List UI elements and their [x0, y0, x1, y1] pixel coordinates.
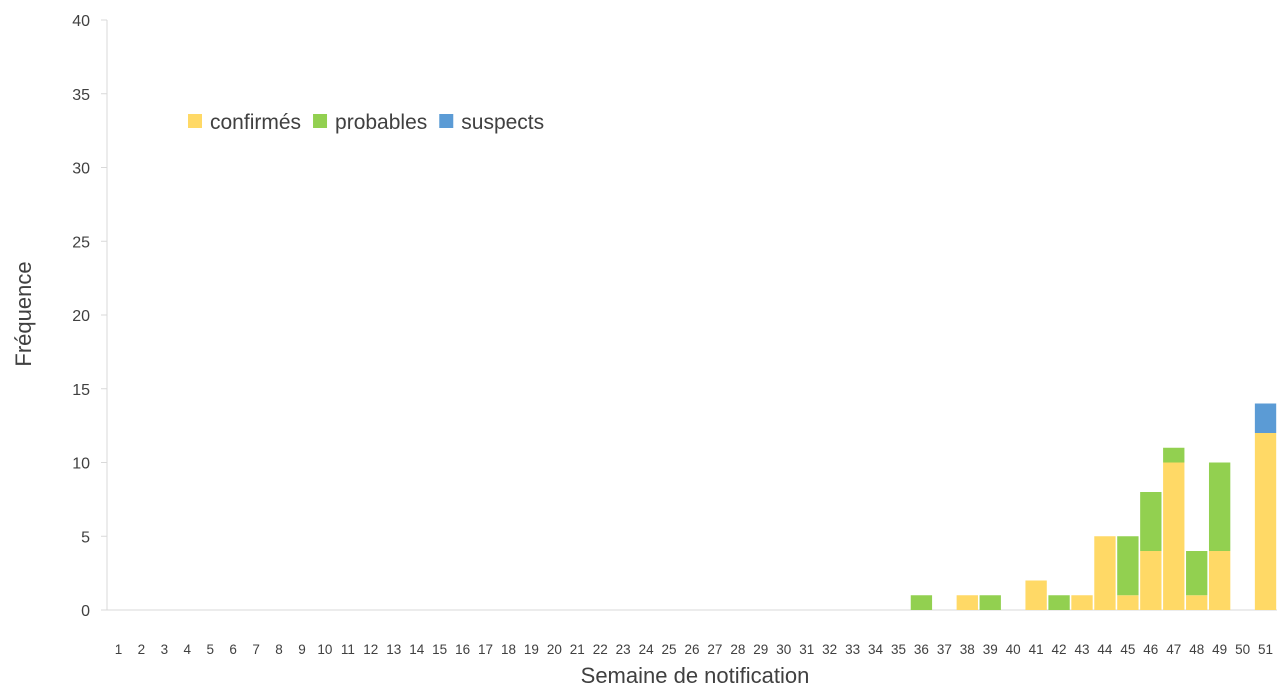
x-tick-label: 33	[845, 642, 860, 657]
x-tick-label: 15	[432, 642, 447, 657]
legend-label: confirmés	[210, 111, 301, 134]
x-tick-label: 25	[662, 642, 677, 657]
x-tick-label: 20	[547, 642, 562, 657]
x-tick-label: 2	[138, 642, 146, 657]
x-tick-label: 7	[252, 642, 260, 657]
x-tick-label: 44	[1097, 642, 1113, 657]
x-tick-label: 27	[707, 642, 722, 657]
y-tick-label: 40	[72, 13, 90, 30]
x-tick-label: 42	[1052, 642, 1067, 657]
bar-suspects-week-51	[1254, 403, 1277, 433]
x-tick-label: 4	[184, 642, 192, 657]
y-tick-label: 15	[72, 382, 90, 399]
x-tick-label: 10	[317, 642, 332, 657]
bar-probables-week-42	[1048, 595, 1070, 610]
x-tick-label: 41	[1029, 642, 1044, 657]
x-tick-label: 26	[684, 642, 699, 657]
x-tick-label: 17	[478, 642, 493, 657]
legend-swatch	[313, 114, 328, 128]
x-tick-label: 31	[799, 642, 814, 657]
bar-probables-week-39	[979, 595, 1001, 610]
x-tick-label: 11	[341, 642, 355, 657]
x-tick-label: 40	[1006, 642, 1021, 657]
x-tick-label: 32	[822, 642, 837, 657]
x-axis-title: Semaine de notification	[581, 663, 810, 688]
x-tick-label: 48	[1189, 642, 1204, 657]
bar-confirms-week-44	[1094, 536, 1116, 610]
x-tick-label: 28	[730, 642, 745, 657]
bar-confirms-week-51	[1254, 433, 1277, 610]
legend-swatch	[188, 114, 202, 128]
bar-confirms-week-38	[956, 595, 978, 610]
x-tick-label: 49	[1212, 642, 1227, 657]
x-tick-label: 9	[298, 642, 306, 657]
y-tick-label: 5	[81, 529, 90, 546]
bar-probables-week-49	[1208, 462, 1231, 551]
x-tick-label: 6	[229, 642, 237, 657]
x-tick-label: 45	[1120, 642, 1135, 657]
x-tick-label: 43	[1074, 642, 1089, 657]
bar-confirms-week-47	[1163, 462, 1185, 610]
bar-probables-week-48	[1186, 551, 1208, 596]
legend-swatch	[439, 114, 454, 128]
y-tick-label: 20	[72, 308, 90, 325]
y-tick-label: 25	[72, 234, 90, 251]
legend-label: suspects	[461, 111, 544, 134]
legend-label: probables	[335, 111, 427, 134]
x-tick-label: 8	[275, 642, 283, 657]
x-tick-label: 51	[1258, 642, 1273, 657]
x-tick-label: 35	[891, 642, 906, 657]
x-tick-label: 13	[386, 642, 401, 657]
x-tick-label: 46	[1143, 642, 1158, 657]
bar-confirms-week-46	[1140, 551, 1162, 610]
x-tick-label: 5	[206, 642, 214, 657]
y-axis: 0 5 10 15 20 25 30 35 40	[72, 13, 108, 620]
bars	[910, 403, 1277, 610]
x-tick-label: 21	[570, 642, 585, 657]
bar-confirms-week-41	[1025, 580, 1047, 610]
x-tick-label: 47	[1166, 642, 1181, 657]
x-tick-label: 39	[983, 642, 998, 657]
x-tick-label: 38	[960, 642, 975, 657]
x-tick-label: 24	[639, 642, 655, 657]
bar-probables-week-36	[910, 595, 933, 610]
x-tick-label: 12	[363, 642, 378, 657]
bar-confirms-week-43	[1071, 595, 1093, 610]
legend: confirmés probables suspects	[188, 111, 544, 134]
bar-confirms-week-48	[1186, 595, 1208, 610]
y-tick-label: 30	[72, 161, 90, 178]
x-tick-label: 37	[937, 642, 952, 657]
x-tick-label: 3	[161, 642, 169, 657]
x-tick-label: 22	[593, 642, 608, 657]
x-tick-label: 1	[115, 642, 123, 657]
x-tick-label: 14	[409, 642, 425, 657]
x-tick-label: 19	[524, 642, 539, 657]
x-tick-label: 30	[776, 642, 791, 657]
y-axis-title: Fréquence	[11, 261, 36, 366]
y-tick-label: 10	[72, 456, 90, 473]
x-tick-label: 16	[455, 642, 470, 657]
bar-confirms-week-49	[1208, 551, 1231, 610]
bar-confirms-week-45	[1117, 595, 1139, 610]
bar-probables-week-47	[1163, 447, 1185, 463]
x-tick-label: 36	[914, 642, 929, 657]
bar-probables-week-45	[1117, 536, 1139, 596]
x-tick-label: 34	[868, 642, 884, 657]
y-tick-label: 0	[81, 603, 90, 620]
bar-probables-week-46	[1140, 492, 1162, 551]
x-tick-label: 18	[501, 642, 516, 657]
x-axis: 1 2 3 4 5 6 7 8 9 10 11 12 13 14 15 16 17 18 19 20 21 22 23 24 2…	[107, 609, 1277, 657]
y-tick-label: 35	[72, 87, 90, 104]
x-tick-label: 50	[1235, 642, 1250, 657]
x-tick-label: 23	[616, 642, 631, 657]
x-tick-label: 29	[753, 642, 768, 657]
